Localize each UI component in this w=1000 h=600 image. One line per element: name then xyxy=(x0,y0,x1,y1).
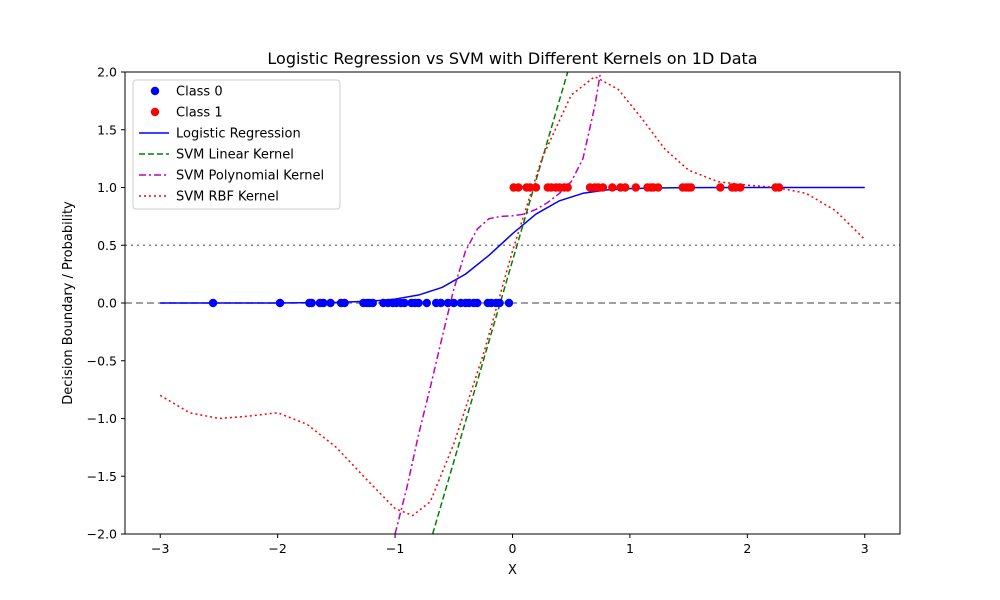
y-tick-label: −1.5 xyxy=(87,469,117,484)
class-1-point xyxy=(653,183,663,192)
class-1-point xyxy=(631,183,640,192)
series-line-svm-linear-kernel xyxy=(431,72,569,534)
class-0-point xyxy=(414,298,423,308)
class-0-point xyxy=(307,298,316,308)
series-line-svm-polynomial-kernel xyxy=(394,72,602,534)
legend-box xyxy=(132,79,341,210)
class-1-point xyxy=(563,183,572,192)
x-axis: −3 −2 −1 0 1 2 3 xyxy=(151,534,869,556)
legend-label-svm-polynomial-kernel: SVM Polynomial Kernel xyxy=(176,169,324,184)
x-tick-label: 2 xyxy=(743,541,751,556)
class-0-point xyxy=(319,298,328,308)
y-tick-label: 2.0 xyxy=(97,65,117,80)
class-0-point xyxy=(340,298,349,308)
legend-marker-class-1 xyxy=(150,107,160,117)
class-1-point xyxy=(598,183,608,192)
class-0-point xyxy=(275,298,285,308)
points-layer xyxy=(208,183,784,308)
legend: Class 0 Class 1 Logistic Regression SVM Lin… xyxy=(132,79,341,210)
class-0-point xyxy=(436,298,446,308)
class-0-point xyxy=(504,298,514,308)
y-tick-label: 1.5 xyxy=(97,122,117,137)
x-tick-label: −3 xyxy=(151,541,169,556)
class-0-point xyxy=(443,298,453,308)
class-0-point xyxy=(368,298,377,308)
class-1-point xyxy=(774,183,784,192)
x-axis-label: X xyxy=(508,563,517,578)
legend-label-logistic-regression: Logistic Regression xyxy=(176,127,301,142)
class-1-point xyxy=(525,183,535,192)
class-1-point xyxy=(686,183,696,192)
class-1-point xyxy=(531,183,541,192)
legend-label-svm-linear-kernel: SVM Linear Kernel xyxy=(176,148,294,163)
x-tick-label: 3 xyxy=(861,541,869,556)
y-tick-label: 0.5 xyxy=(97,238,117,253)
class-0-point xyxy=(473,298,482,308)
x-tick-label: 0 xyxy=(509,541,517,556)
y-tick-label: −0.5 xyxy=(87,353,117,368)
legend-label-svm-rbf-kernel: SVM RBF Kernel xyxy=(176,190,279,205)
y-axis: −2.0 −1.5 −1.0 −0.5 0.0 0.5 1.0 1.5 2.0 xyxy=(87,65,125,542)
y-axis-label: Decision Boundary / Probability xyxy=(61,201,76,405)
class-1-point xyxy=(514,183,523,192)
class-1-point xyxy=(716,183,725,192)
class-0-point xyxy=(400,298,409,308)
class-0-point xyxy=(422,298,431,308)
class-0-point xyxy=(326,298,335,308)
x-tick-label: −2 xyxy=(268,541,286,556)
class-0-point xyxy=(449,298,458,308)
x-tick-label: 1 xyxy=(626,541,634,556)
legend-marker-class-0 xyxy=(150,86,160,96)
y-tick-label: 1.0 xyxy=(97,180,117,195)
class-0-point xyxy=(208,298,218,308)
legend-label-class-0: Class 0 xyxy=(176,85,223,100)
y-tick-label: −2.0 xyxy=(87,527,117,542)
x-tick-label: −1 xyxy=(386,541,404,556)
class-0-point xyxy=(495,298,504,308)
y-tick-label: −1.0 xyxy=(87,411,117,426)
class-1-point xyxy=(608,183,617,192)
y-tick-label: 0.0 xyxy=(97,296,117,311)
class-1-point xyxy=(621,183,630,192)
class-1-point xyxy=(736,183,745,192)
chart-title: Logistic Regression vs SVM with Differen… xyxy=(267,49,757,68)
legend-label-class-1: Class 1 xyxy=(176,106,223,121)
